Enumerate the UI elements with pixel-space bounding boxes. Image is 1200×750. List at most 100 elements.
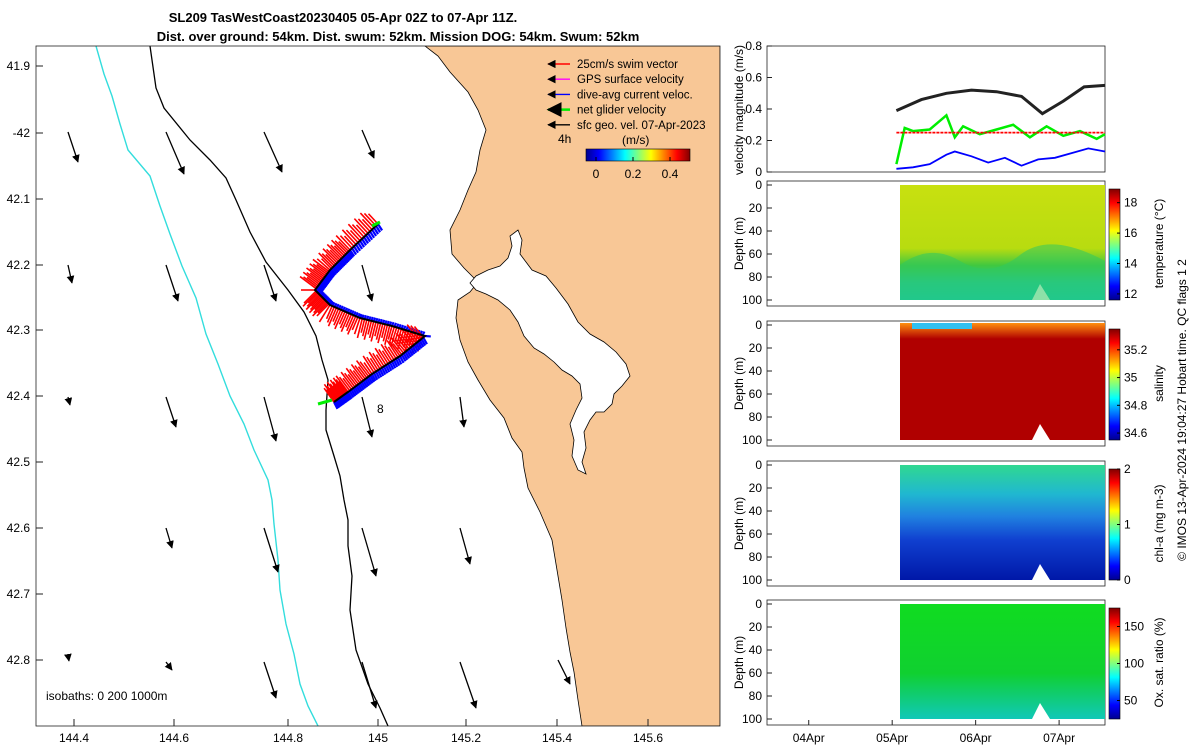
current-vector	[387, 363, 393, 372]
current-vector	[329, 269, 336, 277]
swim-vector	[330, 244, 344, 258]
depth-ylabel: Depth (m)	[732, 217, 746, 270]
swim-vector	[325, 248, 340, 262]
swim-vector	[335, 379, 347, 394]
colorbar-tick-label: 16	[1124, 226, 1138, 240]
lat-tick-label: 42.7	[7, 587, 31, 601]
swim-vector	[326, 306, 336, 323]
swim-vector	[338, 380, 348, 394]
legend-label: GPS surface velocity	[577, 74, 684, 86]
swim-vector	[355, 360, 370, 378]
swim-vector	[316, 258, 331, 271]
swim-vector	[367, 320, 373, 335]
swim-vector	[356, 318, 364, 339]
swim-vector	[322, 248, 338, 264]
velocity-ytick-label: 0.4	[745, 102, 762, 116]
colorbar-tick-label: 34.8	[1124, 398, 1148, 412]
current-vector	[351, 247, 358, 256]
current-vector	[319, 282, 326, 290]
current-vector	[407, 348, 414, 357]
lat-tick-label: 42.5	[7, 455, 31, 469]
current-vector	[343, 255, 350, 263]
current-vector	[409, 346, 416, 355]
swim-vector	[366, 356, 377, 372]
colorbar-tick-label: 1	[1124, 518, 1131, 532]
section-colorbar	[1108, 188, 1121, 301]
lat-tick-label: 42.1	[7, 192, 31, 206]
current-vector	[321, 279, 329, 287]
depth-ylabel: Depth (m)	[732, 357, 746, 410]
geo-velocity-arrow	[63, 653, 72, 662]
current-vector	[317, 284, 324, 293]
geo-velocity-arrow	[263, 396, 278, 442]
swim-vector	[308, 298, 325, 314]
current-vector	[375, 370, 381, 379]
current-vector	[339, 259, 346, 267]
swim-vector	[335, 382, 345, 396]
current-vector	[320, 280, 328, 288]
swim-vector	[302, 271, 320, 285]
swim-vector	[338, 240, 350, 252]
time-tick-label: 07Apr	[1043, 731, 1075, 745]
depth-tick-label: 80	[749, 689, 763, 703]
swim-vector	[346, 314, 355, 332]
current-vector	[371, 373, 377, 382]
current-vector	[359, 382, 365, 391]
swim-vector	[329, 383, 341, 399]
current-vector	[352, 387, 358, 396]
swim-vector	[338, 311, 346, 325]
current-vector	[389, 361, 395, 370]
current-vector	[334, 263, 341, 272]
swim-vector	[340, 313, 351, 333]
current-vector	[346, 392, 352, 401]
current-vector	[337, 398, 343, 407]
swim-vector	[350, 363, 365, 381]
swim-vector	[303, 276, 318, 288]
velocity-panel-frame	[766, 45, 1106, 173]
swim-vector	[323, 383, 337, 402]
depth-section-4: 0 20 40 60 80 100 Depth (m) 50 100 150 Ox. sat. ra…	[732, 597, 1166, 726]
land-tasmania	[424, 46, 720, 726]
geo-velocity-arrow	[361, 527, 378, 577]
swim-vector	[387, 346, 397, 360]
geo-velocity-arrow	[165, 264, 180, 302]
current-vector	[340, 396, 346, 405]
map-axes: 144.4 144.6 144.8 145 145.2 145.4 145.6 41.9 -42…	[7, 59, 664, 745]
swim-vector	[352, 370, 363, 383]
colorbar-tick-label: 12	[1124, 287, 1138, 301]
current-vector	[333, 401, 339, 410]
lat-tick-label: -42	[13, 126, 31, 140]
current-vector	[341, 395, 347, 404]
velocity-ytick-label: 0.6	[745, 71, 762, 85]
time-series-panels: 0 0.2 0.4 0.6 0.8 velocity magnitude (m/s) 0…	[732, 39, 1166, 745]
macquarie-harbour	[469, 229, 631, 475]
depth-tick-label: 0	[755, 178, 762, 192]
current-vector	[335, 400, 341, 408]
swim-vector	[306, 272, 321, 284]
title-line2: Dist. over ground: 54km. Dist. swum: 52k…	[157, 29, 640, 44]
swim-vector	[380, 343, 393, 362]
current-vector	[420, 338, 427, 347]
current-vector	[336, 262, 343, 270]
velocity-ytick-label: 0.8	[745, 39, 762, 53]
swim-vector	[313, 300, 327, 314]
current-vector	[383, 365, 389, 374]
colorbar-tick-label: 0	[593, 167, 600, 181]
depth-tick-label: 100	[742, 433, 762, 447]
geo-velocity-arrow	[64, 396, 73, 406]
current-vector	[339, 397, 345, 406]
swim-vector	[380, 324, 386, 339]
current-vector	[391, 360, 397, 369]
depth-tick-label: 0	[755, 458, 762, 472]
swim-vector	[312, 301, 328, 317]
swim-vector	[345, 229, 359, 244]
current-vector	[369, 230, 376, 239]
lon-tick-label: 145	[368, 731, 388, 745]
swim-vector	[314, 299, 326, 311]
swim-vector	[401, 328, 415, 346]
current-vector	[375, 225, 382, 233]
lat-tick-label: 42.8	[7, 653, 31, 667]
current-vector	[357, 383, 363, 392]
swim-vector	[387, 325, 393, 340]
swim-vector	[344, 372, 356, 388]
